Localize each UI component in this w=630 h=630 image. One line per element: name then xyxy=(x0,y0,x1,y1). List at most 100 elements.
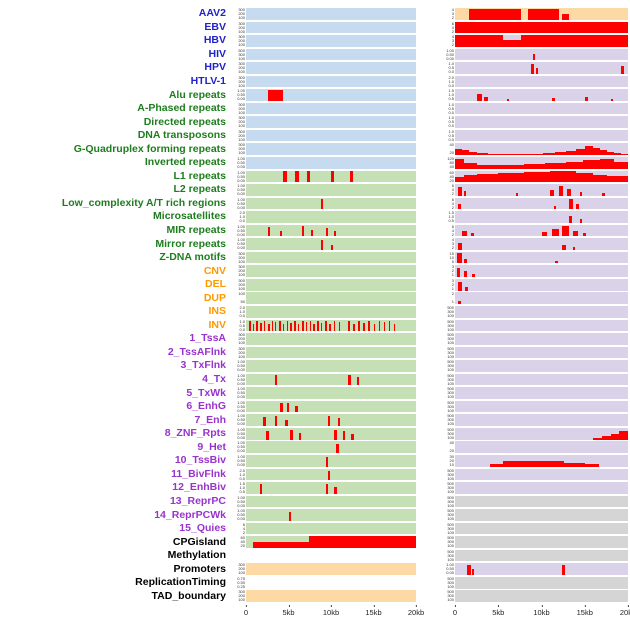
signal-mark xyxy=(458,281,462,291)
x-tick-label: 5kb xyxy=(282,605,295,618)
signal-mark xyxy=(503,39,521,47)
signal-mark xyxy=(505,154,526,156)
y-tick-label: 4 xyxy=(451,34,454,40)
track-panel-right xyxy=(455,75,628,88)
signal-mark xyxy=(463,191,467,196)
y-tick-label: 2.0 xyxy=(239,305,245,310)
track-label: 9_Het xyxy=(197,441,226,453)
y-tick-label: 300 xyxy=(447,363,454,369)
y-axis-ticks-right: 1.0 0.5 0.0 xyxy=(439,101,455,115)
signal-mark xyxy=(356,377,360,386)
y-tick-label: 0.75 xyxy=(237,575,245,581)
y-axis-ticks-right: 1.0 0.5 0.0 xyxy=(439,129,455,142)
signal-mark xyxy=(334,487,337,494)
track-panel-right xyxy=(455,333,628,345)
track-row: 1_TssA 300 200 100 500 300 100 xyxy=(0,332,630,346)
y-tick-label: 100 xyxy=(238,55,245,61)
y-axis-ticks-right: 500 300 100 xyxy=(439,306,455,318)
signal-mark xyxy=(320,198,323,210)
signal-mark xyxy=(602,193,605,196)
track-panel-left xyxy=(246,590,416,603)
track-row: 13_ReprPC 1.00 0.50 0.00 500 300 100 xyxy=(0,495,630,509)
y-tick-label: 1.0 xyxy=(239,309,245,314)
signal-mark xyxy=(562,244,566,250)
y-tick-label: 1.00 xyxy=(237,372,245,378)
signal-mark xyxy=(325,456,329,467)
track-label: 8_ZNF_Rpts xyxy=(164,428,226,440)
y-tick-label: 4 xyxy=(451,24,454,30)
signal-mark xyxy=(271,320,274,332)
track-panel-right xyxy=(455,102,628,115)
signal-mark xyxy=(477,94,482,101)
y-tick-label: 3 xyxy=(451,241,454,247)
y-tick-label: 0.0 xyxy=(448,109,454,115)
track-panel-left xyxy=(246,129,416,142)
track-row: 11_BivFlnk 2.0 1.0 0.0 500 300 100 xyxy=(0,468,630,482)
signal-mark xyxy=(373,323,376,332)
track-label: 6_EnhG xyxy=(186,401,226,413)
signal-mark xyxy=(280,230,283,237)
signal-mark xyxy=(553,205,557,210)
y-tick-label: 0.00 xyxy=(446,55,454,61)
y-tick-label: 0.00 xyxy=(237,462,245,468)
y-tick-label: 0.50 xyxy=(237,187,245,193)
y-tick-label: 0.5 xyxy=(448,132,454,138)
column-gap xyxy=(416,298,439,299)
track-panel-left xyxy=(246,522,416,535)
y-tick-label: 2 xyxy=(451,42,454,48)
signal-mark xyxy=(472,274,475,277)
signal-mark xyxy=(565,161,584,169)
signal-mark xyxy=(472,568,475,575)
track-row: Mirror repeats 1.00 0.50 0.00 4 3 2 xyxy=(0,237,630,251)
y-tick-label: 1.0 xyxy=(239,214,245,220)
signal-mark xyxy=(353,324,355,332)
signal-mark xyxy=(525,153,544,156)
track-panel-left xyxy=(246,211,416,223)
column-gap xyxy=(416,216,439,217)
y-tick-label: 0.50 xyxy=(237,444,245,450)
y-tick-label: 100 xyxy=(238,28,245,34)
track-label: CNV xyxy=(203,265,226,277)
track-panel-right xyxy=(455,129,628,142)
y-tick-label: 100 xyxy=(238,340,245,346)
signal-mark xyxy=(456,252,462,264)
y-axis-ticks-left: 0.75 0.50 0.25 xyxy=(230,575,246,589)
track-row: Promoters 300 200 100 1.00 0.50 0.00 xyxy=(0,562,630,576)
y-tick-label: 0.00 xyxy=(237,231,245,237)
y-axis-ticks-left: 300 200 100 xyxy=(230,333,246,345)
y-tick-label: 100 xyxy=(447,353,454,359)
y-tick-label: 4 xyxy=(451,6,454,12)
y-tick-label: 100 xyxy=(447,583,454,589)
track-label: INV xyxy=(208,319,226,331)
y-tick-label: 1.0 xyxy=(448,101,454,107)
y-axis-ticks-right: 1.0 0.5 0.0 xyxy=(439,62,455,74)
y-tick-label: 0.0 xyxy=(239,218,245,224)
y-tick-label: 0.50 xyxy=(446,51,454,57)
y-tick-label: 40 xyxy=(449,440,454,446)
track-panel-left xyxy=(246,319,416,332)
signal-mark xyxy=(325,321,327,332)
signal-mark xyxy=(541,232,547,237)
x-tick-label: 20kb xyxy=(620,605,630,617)
signal-mark xyxy=(463,163,478,169)
track-panel-left xyxy=(246,333,416,345)
signal-mark xyxy=(256,320,258,332)
y-tick-label: 40 xyxy=(449,142,454,148)
track-row: 14_ReprPCWk 1.00 0.50 0.00 500 300 100 xyxy=(0,508,630,522)
y-tick-label: 20 xyxy=(449,448,454,454)
y-axis-ticks-right: 500 300 100 xyxy=(439,427,455,440)
track-panel-left xyxy=(246,536,416,548)
y-tick-label: 200 xyxy=(238,38,245,44)
signal-mark xyxy=(458,186,462,196)
y-tick-label: 300 xyxy=(238,34,245,40)
y-tick-label: 1.0 xyxy=(448,214,454,220)
y-tick-label: 4 xyxy=(451,227,454,233)
signal-mark xyxy=(579,192,583,196)
y-tick-label: 500 xyxy=(447,399,454,405)
y-tick-label: 20 xyxy=(240,543,245,549)
signal-mark xyxy=(524,163,545,169)
track-label: A-Phased repeats xyxy=(137,103,226,115)
y-tick-label: 500 xyxy=(447,413,454,419)
track-row: Inverted repeats 1.00 0.50 0.00 120 80 40 xyxy=(0,156,630,170)
